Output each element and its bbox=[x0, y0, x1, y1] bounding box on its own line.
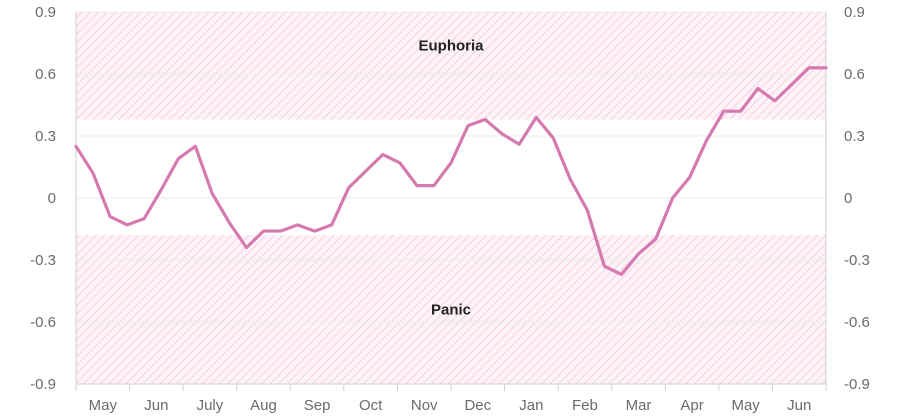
y-tick-label-right: 0.3 bbox=[844, 128, 865, 145]
y-tick-label-right: -0.3 bbox=[844, 252, 870, 269]
x-tick-label: Jan bbox=[519, 397, 543, 414]
y-tick-label-right: 0.6 bbox=[844, 66, 865, 83]
y-tick-label-left: 0.3 bbox=[35, 128, 56, 145]
band-euphoria bbox=[76, 12, 826, 120]
x-tick-label: July bbox=[197, 397, 224, 414]
x-tick-label: Dec bbox=[464, 397, 491, 414]
band-label-panic: Panic bbox=[431, 302, 471, 319]
x-tick-label: Jun bbox=[787, 397, 811, 414]
x-tick-label: May bbox=[89, 397, 118, 414]
x-tick-label: Feb bbox=[572, 397, 598, 414]
x-tick-label: Mar bbox=[626, 397, 652, 414]
x-tick-label: Nov bbox=[411, 397, 438, 414]
x-tick-label: Aug bbox=[250, 397, 277, 414]
band-label-euphoria: Euphoria bbox=[418, 38, 484, 55]
series-line-0 bbox=[74, 66, 828, 277]
y-tick-label-right: -0.6 bbox=[844, 314, 870, 331]
y-tick-label-left: 0.9 bbox=[35, 4, 56, 21]
y-tick-label-left: -0.3 bbox=[30, 252, 56, 269]
y-tick-label-left: 0.6 bbox=[35, 66, 56, 83]
y-tick-label-left: -0.6 bbox=[30, 314, 56, 331]
x-tick-label: May bbox=[731, 397, 760, 414]
y-tick-label-right: 0 bbox=[844, 190, 852, 207]
y-tick-label-right: 0.9 bbox=[844, 4, 865, 21]
x-tick-label: Jun bbox=[144, 397, 168, 414]
y-tick-label-left: -0.9 bbox=[30, 376, 56, 393]
x-tick-label: Oct bbox=[359, 397, 383, 414]
x-tick-label: Sep bbox=[304, 397, 331, 414]
x-tick-label: Apr bbox=[680, 397, 703, 414]
y-tick-label-right: -0.9 bbox=[844, 376, 870, 393]
y-tick-label-left: 0 bbox=[48, 190, 56, 207]
